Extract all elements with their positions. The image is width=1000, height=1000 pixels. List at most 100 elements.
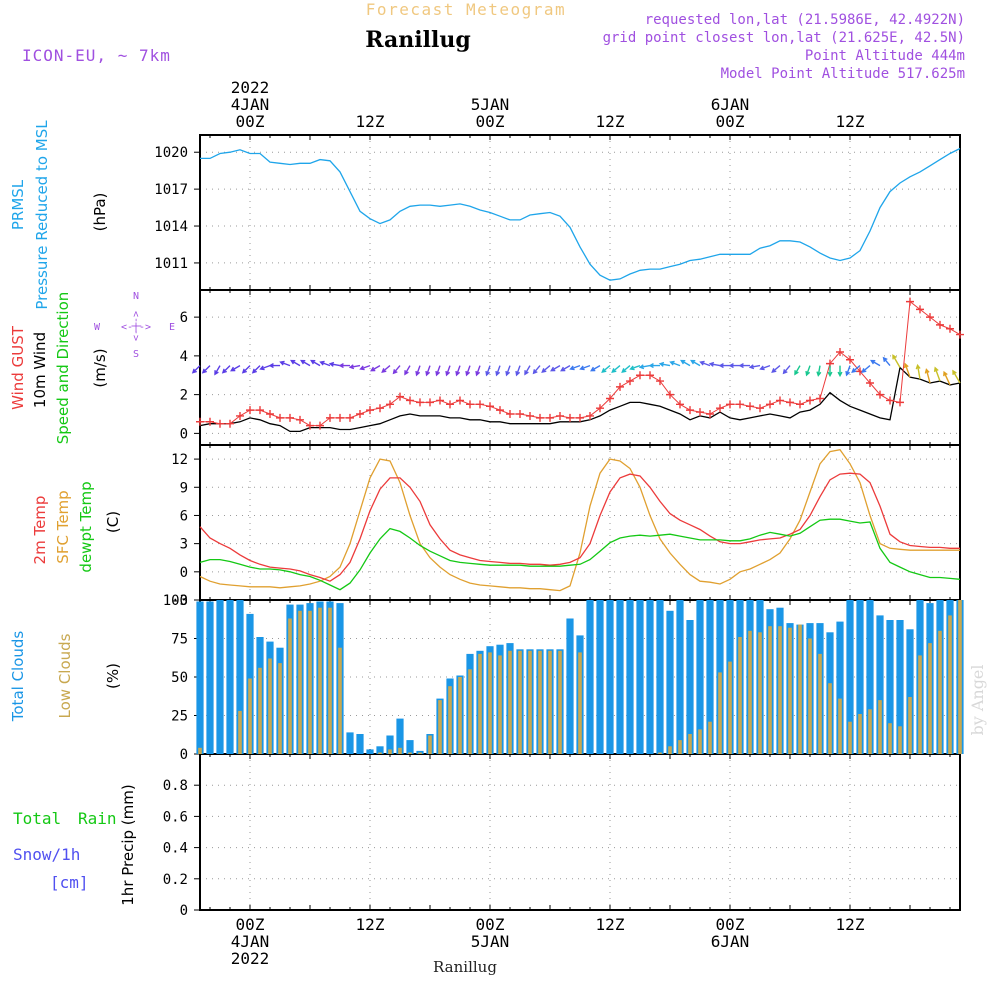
y-tick-label: 0 xyxy=(180,903,188,919)
low-cloud-bar xyxy=(908,697,912,754)
time-label-top: 6JAN xyxy=(711,95,750,114)
gust-marker xyxy=(556,411,564,420)
wind-direction-arrow xyxy=(629,364,641,371)
gust-marker xyxy=(636,371,644,380)
gust-marker xyxy=(386,400,394,409)
panel-1-grid xyxy=(200,135,960,290)
low-cloud-bar xyxy=(558,650,562,754)
temperature-panel xyxy=(199,448,961,592)
time-label-bottom: 4JAN xyxy=(231,932,270,951)
time-label-bottom: 00Z xyxy=(236,915,265,934)
low-cloud-bar xyxy=(258,667,262,754)
pressure-unit: (hPa) xyxy=(91,193,109,232)
gust-marker xyxy=(256,406,264,415)
total-cloud-bar xyxy=(416,750,424,754)
gust-marker xyxy=(586,411,594,420)
gust-marker xyxy=(846,355,854,364)
low-cloud-bar xyxy=(748,630,752,754)
low-cloud-bar xyxy=(958,600,962,754)
temp-2m-label: 2m Temp xyxy=(31,496,49,565)
panel-2-grid xyxy=(200,290,960,445)
wind-direction-arrow xyxy=(816,365,822,377)
low-cloud-bar xyxy=(238,710,242,754)
low-cloud-bar xyxy=(818,653,822,754)
time-label-bottom: 2022 xyxy=(231,949,270,968)
total-cloud-bar xyxy=(216,600,224,754)
total-cloud-bar xyxy=(656,600,664,754)
gust-marker xyxy=(216,419,224,428)
y-tick-label: 0 xyxy=(180,426,188,442)
gust-marker xyxy=(896,398,904,407)
total-cloud-bar xyxy=(396,718,404,754)
wind-direction-arrow xyxy=(201,365,211,374)
wind-direction-arrow xyxy=(845,365,851,377)
gust-marker xyxy=(816,394,824,403)
low-cloud-bar xyxy=(878,700,882,754)
gust-marker xyxy=(926,313,934,322)
y-tick-label: 25 xyxy=(171,709,188,725)
low-cloud-bar xyxy=(898,726,902,754)
total-cloud-bar xyxy=(876,615,884,754)
wind-direction-arrow xyxy=(621,365,631,373)
pressure-panel xyxy=(200,147,961,281)
gust-marker xyxy=(936,320,944,329)
y-tick-label: 2 xyxy=(180,388,188,404)
total-cloud-bar xyxy=(866,600,874,754)
gust-marker xyxy=(666,390,674,399)
low-cloud-bar xyxy=(248,678,252,754)
low-cloud-bar xyxy=(848,721,852,754)
low-cloud-bar xyxy=(788,627,792,754)
time-label-bottom: 12Z xyxy=(596,915,625,934)
low-cloud-bar xyxy=(318,607,322,754)
wind-direction-arrow xyxy=(310,359,321,367)
gust-marker xyxy=(876,390,884,399)
gust-marker xyxy=(486,402,494,411)
time-label-top: 00Z xyxy=(716,112,745,131)
wind-direction-arrow xyxy=(669,360,681,367)
gust-marker xyxy=(566,413,574,422)
time-label-bottom: 12Z xyxy=(836,915,865,934)
wind-direction-arrow xyxy=(699,360,711,367)
pressure-label-desc: Pressure Reduced to MSL xyxy=(33,120,51,310)
y-tick-label: 50 xyxy=(171,670,188,686)
low-cloud-bar xyxy=(268,658,272,754)
low-cloud-bar xyxy=(198,747,202,754)
total-cloud-bar xyxy=(886,620,894,754)
low-cloud-bar xyxy=(668,746,672,754)
compass-ns: <-|-> xyxy=(131,311,142,341)
wind-direction-arrow xyxy=(381,365,391,373)
wind-direction-arrow xyxy=(903,362,911,378)
time-label-top: 12Z xyxy=(836,112,865,131)
gust-marker xyxy=(756,404,764,413)
gust-marker xyxy=(466,400,474,409)
y-tick-label: 1011 xyxy=(154,256,188,272)
low-cloud-bar xyxy=(388,749,392,754)
wind-direction-arrow xyxy=(915,363,921,380)
time-label-top: 12Z xyxy=(596,112,625,131)
low-cloud-bar xyxy=(508,650,512,754)
gust-marker xyxy=(906,297,914,306)
wind-direction-arrow xyxy=(560,364,571,372)
model-altitude: Model Point Altitude 517.625m xyxy=(721,66,965,82)
gust-marker xyxy=(956,330,964,339)
panel-1-frame xyxy=(199,134,961,291)
y-tick-label: 1020 xyxy=(154,145,188,161)
y-tick-label: 0.6 xyxy=(163,809,188,825)
gust-marker xyxy=(766,400,774,409)
gust-marker xyxy=(396,392,404,401)
low-cloud-bar xyxy=(808,638,812,754)
gust-marker xyxy=(796,400,804,409)
wind-direction-arrow xyxy=(348,364,361,370)
gust-marker xyxy=(456,396,464,405)
gust-marker xyxy=(376,404,384,413)
low-cloud-bar xyxy=(678,740,682,754)
total-cloud-bar xyxy=(696,600,704,754)
total-cloud-bar xyxy=(586,600,594,754)
wind-10m-label: 10m Wind xyxy=(31,332,49,408)
total-cloud-bar xyxy=(836,621,844,754)
total-cloud-bar xyxy=(346,732,354,754)
gust-marker xyxy=(716,404,724,413)
y-tick-label: 0 xyxy=(180,747,188,763)
